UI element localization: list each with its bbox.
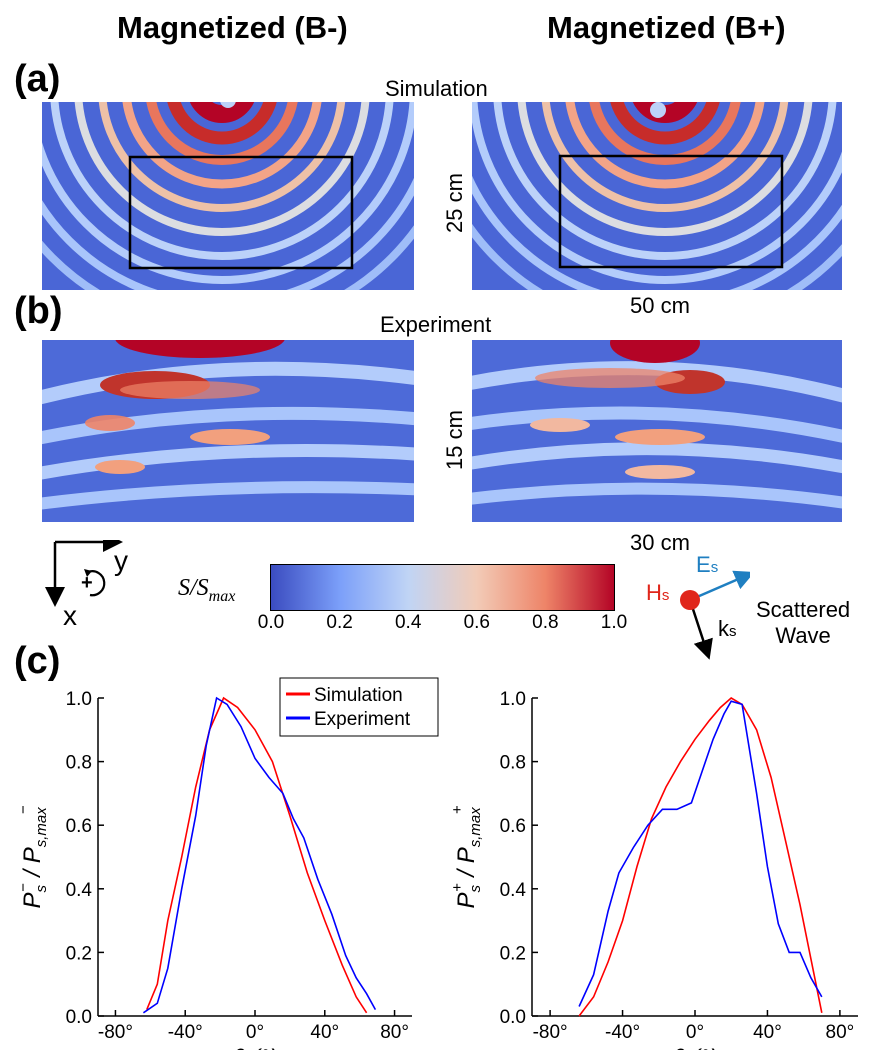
- e-field-label: Es: [696, 552, 719, 577]
- rotation-sign: +: [81, 572, 93, 594]
- series-line-simulation: [578, 697, 823, 1017]
- colorbar-label: S/Smax: [178, 575, 236, 605]
- y-tick-label: 0.6: [500, 816, 526, 837]
- y-tick-label: 0.8: [500, 753, 526, 774]
- y-tick-label: 1.0: [500, 689, 526, 710]
- experiment-map-b-plus: [472, 340, 842, 522]
- x-tick-label: 40°: [310, 1022, 339, 1043]
- field-maps: [42, 102, 842, 522]
- x-tick-label: -40°: [168, 1022, 203, 1043]
- panel-label-b: (b): [14, 290, 63, 332]
- dimension-width-b: 30 cm: [630, 530, 690, 555]
- colorbar-tick-label: 0.6: [463, 612, 491, 633]
- y-tick-label: 0.6: [66, 816, 92, 837]
- y-tick-label: 0.4: [500, 880, 527, 901]
- colorbar-tick-label: 1.0: [600, 612, 628, 633]
- y-axis-label: Ps− / Ps,max−: [15, 805, 50, 908]
- colorbar-tick-label: 0.4: [394, 612, 422, 633]
- colorbar: [270, 564, 615, 611]
- x-axis-label: θ (°): [672, 1045, 717, 1050]
- y-tick-label: 0.0: [500, 1007, 526, 1028]
- simulation-map-b-plus: [472, 102, 842, 290]
- column-title-b-minus: Magnetized (B-): [117, 10, 348, 45]
- k-vector-label: ks: [718, 616, 737, 641]
- panel-label-a: (a): [14, 58, 61, 100]
- experiment-caption: Experiment: [380, 312, 492, 337]
- series-line-simulation: [146, 696, 368, 1014]
- x-tick-label: -80°: [98, 1022, 133, 1043]
- y-tick-label: 0.2: [66, 943, 92, 964]
- dimension-width-a: 50 cm: [630, 293, 690, 318]
- colorbar-tick-label: 0.0: [257, 612, 285, 633]
- panel-label-c: (c): [14, 640, 61, 682]
- axis-label-x: x: [63, 600, 77, 631]
- y-tick-label: 1.0: [66, 689, 92, 710]
- axis-label-y: y: [114, 545, 128, 576]
- x-tick-label: -40°: [605, 1022, 640, 1043]
- x-tick-label: 0°: [246, 1022, 264, 1043]
- legend-label: Experiment: [314, 709, 411, 730]
- x-tick-label: 40°: [753, 1022, 782, 1043]
- colorbar-tick-label: 0.2: [326, 612, 353, 633]
- column-title-b-plus: Magnetized (B+): [547, 10, 786, 45]
- series-line-experiment: [142, 696, 377, 1014]
- simulation-map-b-minus: [42, 102, 414, 290]
- y-axis-label: Ps+ / Ps,max+: [449, 805, 484, 908]
- scattered-wave-label: Scattered Wave: [756, 597, 851, 648]
- y-tick-label: 0.4: [66, 880, 93, 901]
- x-tick-label: -80°: [533, 1022, 568, 1043]
- y-tick-label: 0.8: [66, 753, 92, 774]
- colorbar-tick-label: 0.8: [532, 612, 559, 633]
- x-tick-label: 80°: [826, 1022, 855, 1043]
- experiment-map-b-minus: [42, 340, 414, 522]
- x-axis-label: θ (°): [232, 1045, 277, 1050]
- x-tick-label: 0°: [686, 1022, 704, 1043]
- legend-box: [279, 677, 439, 737]
- y-tick-label: 0.2: [500, 943, 526, 964]
- simulation-caption: Simulation: [385, 76, 488, 101]
- x-tick-label: 80°: [380, 1022, 409, 1043]
- y-tick-label: 0.0: [66, 1007, 92, 1028]
- h-field-label: Hs: [646, 580, 670, 605]
- h-field-dot: [680, 590, 700, 610]
- legend-label: Simulation: [314, 685, 403, 706]
- series-line-experiment: [578, 700, 823, 1007]
- wave-vectors-diagram: [680, 570, 750, 660]
- power-plots: 0.0 0.2 0.4 0.6 0.8 1.0 -80° -40° 0° 40° 80° θ (°) P…: [15, 677, 858, 1050]
- coordinate-axes-icon: [45, 540, 123, 607]
